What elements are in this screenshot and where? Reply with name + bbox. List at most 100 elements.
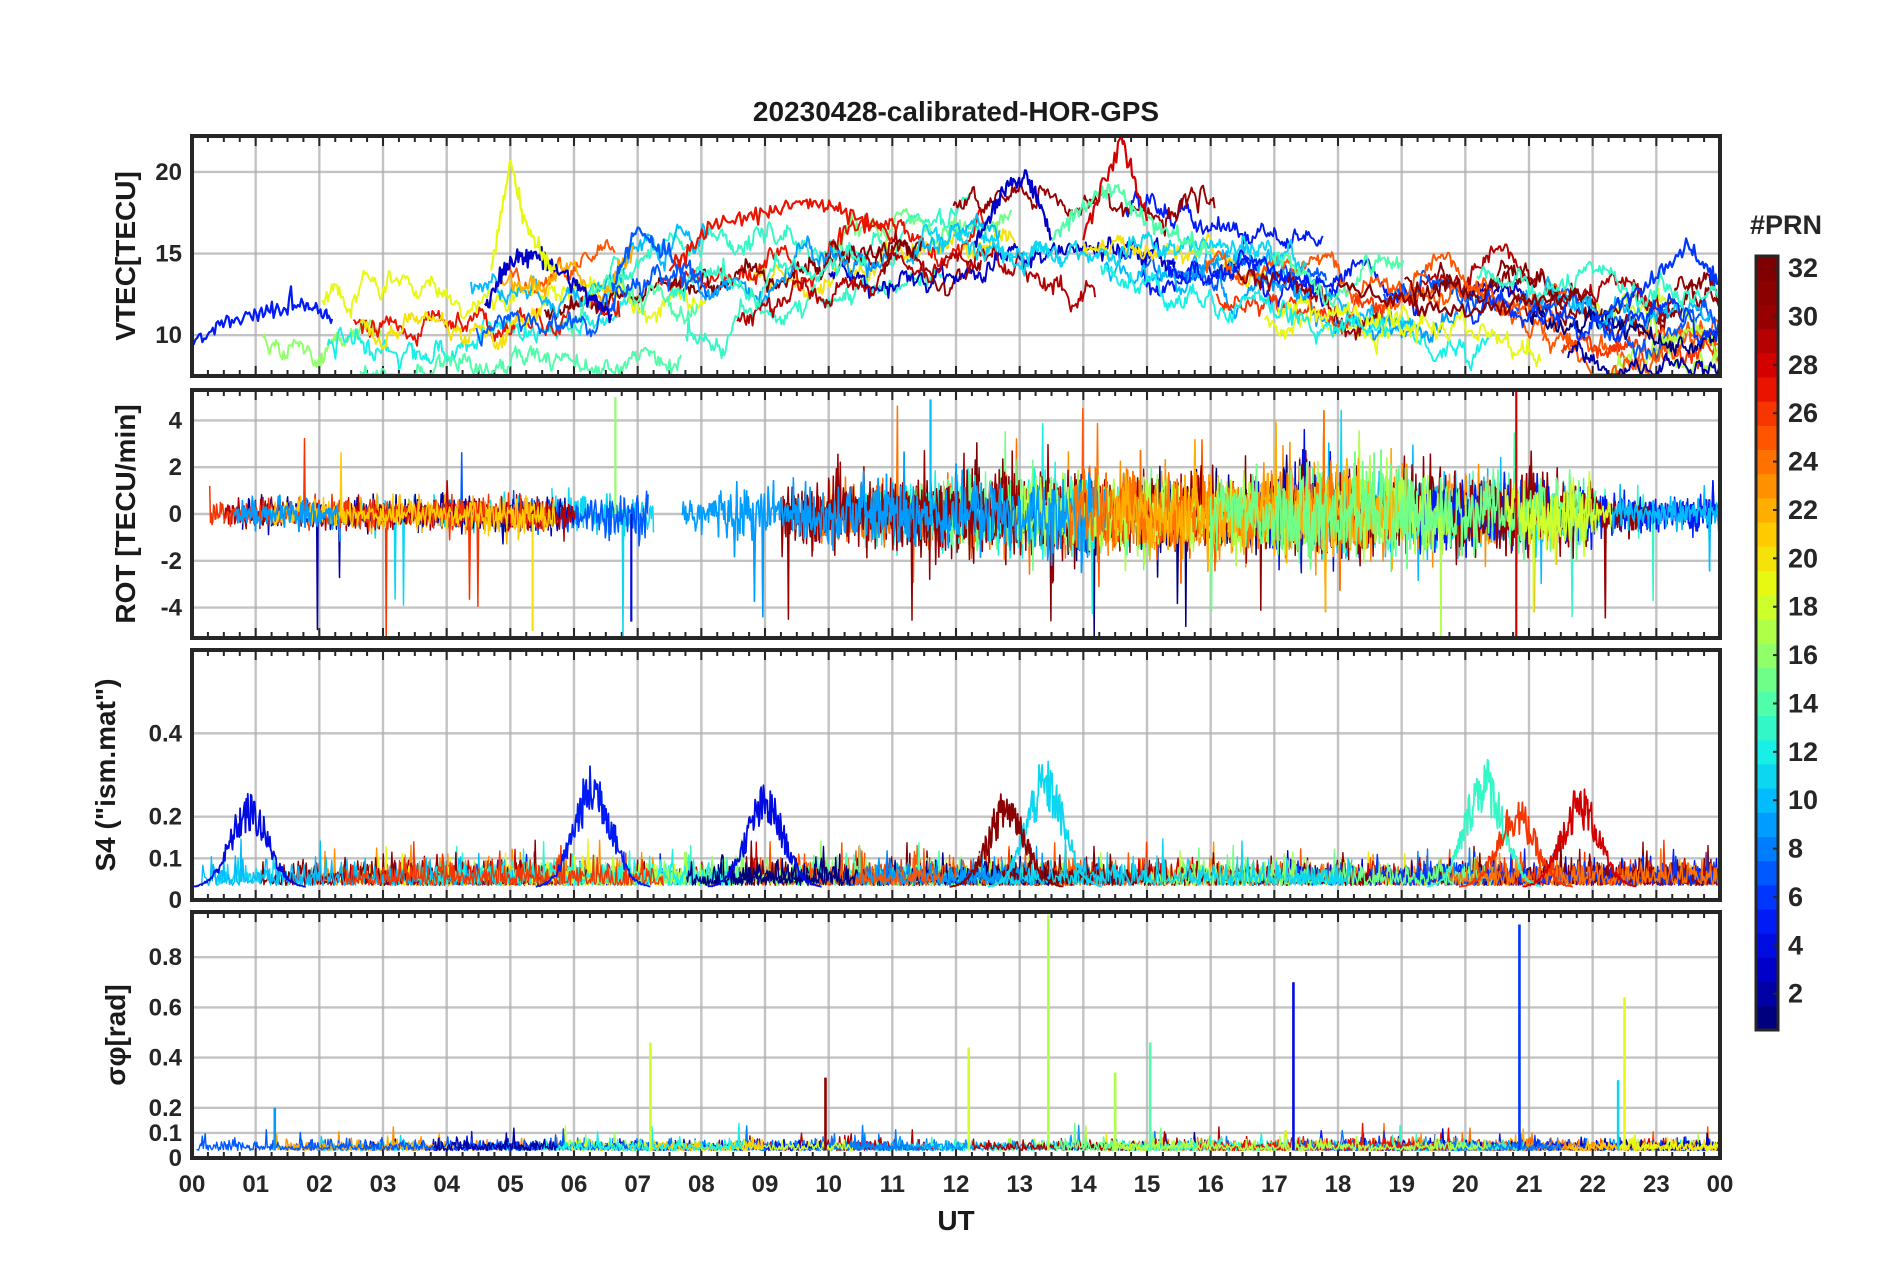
series-sigma_phi — [196, 914, 1720, 1152]
colorbar-swatch — [1756, 497, 1778, 523]
colorbar-swatch — [1756, 425, 1778, 450]
sigma-series-line — [1111, 1130, 1489, 1152]
vtec-series-line — [1165, 249, 1344, 297]
y-ticks-vtec: 10 15 20 — [155, 159, 182, 349]
colorbar-swatch — [1756, 256, 1778, 281]
colorbar-frame — [1754, 254, 1780, 1032]
colorbar-swatch — [1756, 376, 1778, 402]
vtec-series-line — [696, 235, 888, 308]
s4-peak-line — [192, 792, 307, 888]
colorbar-swatch — [1756, 594, 1778, 620]
vtec-series-line — [666, 241, 867, 311]
y-tick-label: 0 — [169, 887, 182, 914]
colorbar-swatch — [1756, 352, 1778, 378]
vtec-prn-line — [490, 159, 556, 274]
panel-rot: -4 -2 0 2 4 ROT [TECU/min] — [110, 388, 1722, 640]
x-tick-label: 14 — [1070, 1171, 1097, 1198]
colorbar-swatch — [1756, 643, 1778, 668]
vtec-series-line — [1232, 263, 1379, 341]
vtec-series-line — [828, 236, 1176, 299]
sigma-series-line — [433, 1127, 558, 1152]
colorbar-swatch — [1756, 667, 1778, 692]
y-tick-label: -4 — [161, 595, 183, 622]
y-tick-label: -2 — [161, 548, 182, 575]
colorbar-tick-label: 12 — [1788, 737, 1818, 767]
vtec-prn-line — [1591, 237, 1720, 324]
vtec-series-line — [1124, 190, 1324, 249]
colorbar-tick-label: 22 — [1788, 495, 1818, 525]
sigma-series-line — [196, 1129, 479, 1152]
x-tick-label: 16 — [1197, 1171, 1224, 1198]
y-tick-label: 0.6 — [149, 994, 182, 1021]
x-tick-label: 20 — [1452, 1171, 1479, 1198]
x-tick-label: 13 — [1006, 1171, 1033, 1198]
x-tick-label: 19 — [1388, 1171, 1415, 1198]
x-tick-label: 11 — [880, 1171, 905, 1198]
x-tick-label: 05 — [497, 1171, 524, 1198]
vtec-series-line — [475, 261, 709, 347]
colorbar-tick-label: 6 — [1788, 882, 1803, 912]
colorbar-swatch — [1756, 449, 1778, 475]
vtec-prn-line — [483, 246, 613, 324]
panel-vtec: 10 15 20 VTEC[TECU] — [110, 134, 1722, 378]
s4-series-line — [1448, 848, 1720, 887]
y-tick-label: 2 — [169, 454, 182, 481]
grid-s4 — [190, 650, 1722, 902]
colorbar-swatch — [1756, 860, 1778, 886]
y-axis-label-sigma_phi: σφ[rad] — [100, 984, 131, 1085]
x-tick-label: 03 — [370, 1171, 397, 1198]
colorbar-swatch — [1756, 788, 1778, 813]
x-tick-label: 21 — [1516, 1171, 1543, 1198]
colorbar-swatch — [1756, 763, 1778, 789]
sigma-series-line — [1567, 1137, 1720, 1152]
vtec-series-line — [916, 223, 1063, 277]
vtec-series-line — [1464, 288, 1720, 346]
vtec-prn-line — [974, 169, 1053, 248]
axes-frame-rot — [190, 388, 1722, 640]
sigma-series-line — [801, 1129, 927, 1152]
x-tick-label: 10 — [815, 1171, 842, 1198]
x-tick-label: 18 — [1325, 1171, 1352, 1198]
vtec-prn-line — [1082, 136, 1149, 241]
x-tick-label: 22 — [1579, 1171, 1606, 1198]
colorbar-swatch — [1756, 836, 1778, 862]
vtec-series-line — [359, 297, 549, 351]
colorbar-tick-label: 20 — [1788, 543, 1818, 573]
rot-series-line — [233, 494, 341, 542]
vtec-series-line — [736, 241, 1097, 327]
series-vtec — [192, 136, 1720, 376]
vtec-series-line — [1215, 293, 1392, 335]
vtec-series-line — [1277, 296, 1542, 368]
vtec-prn-line — [611, 226, 703, 293]
colorbar-swatch — [1756, 304, 1778, 330]
colorbar-swatch — [1756, 473, 1778, 499]
axes-frame-sigma_phi — [190, 910, 1722, 1160]
colorbar-swatch — [1756, 570, 1778, 596]
colorbar-tick-label: 24 — [1788, 447, 1818, 477]
axes-frame-vtec — [190, 134, 1722, 378]
x-tick-label: 06 — [561, 1171, 588, 1198]
colorbar-tick-label: 28 — [1788, 350, 1818, 380]
rot-series-line — [779, 443, 1065, 621]
colorbar-swatch — [1756, 957, 1778, 983]
vtec-series-line — [1271, 251, 1405, 308]
colorbar-swatch — [1756, 739, 1778, 765]
colorbar-swatch — [1756, 280, 1778, 305]
panel-s4: 0 0.1 0.2 0.4 S4 ("ism.mat") — [90, 648, 1722, 914]
vtec-prn-line — [1051, 183, 1212, 259]
grid-sigma_phi — [190, 912, 1722, 1160]
x-tick-label: 15 — [1134, 1171, 1161, 1198]
y-tick-label: 10 — [155, 322, 182, 349]
vtec-series-line — [1528, 306, 1720, 357]
axes-frame-s4 — [190, 648, 1722, 902]
colorbar-tick-label: 18 — [1788, 592, 1818, 622]
rot-series-line — [681, 451, 1106, 618]
x-axis-label: UT — [937, 1205, 974, 1236]
colorbar-swatch — [1756, 401, 1778, 426]
x-tick-label: 12 — [943, 1171, 970, 1198]
vtec-prn-line — [668, 198, 894, 272]
y-ticks-sigma_phi: 00.10.2 0.4 0.6 0.8 — [149, 944, 183, 1172]
s4-peak-line — [707, 784, 822, 888]
colorbar-ramp — [1756, 256, 1778, 1031]
